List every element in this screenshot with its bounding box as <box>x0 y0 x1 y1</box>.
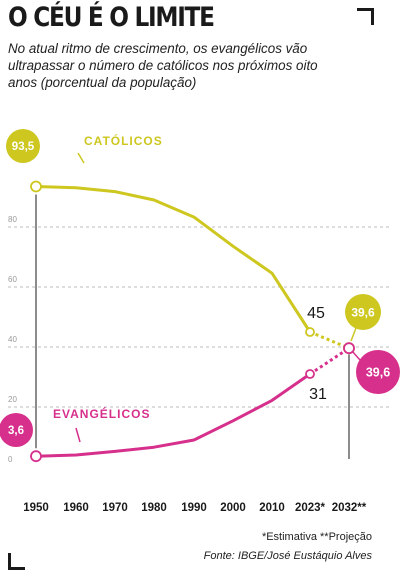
x-tick-label-8: 2032** <box>332 502 367 514</box>
evangelicos-label-first-bubble <box>0 413 33 447</box>
evangelicos-line <box>34 372 312 458</box>
evangelicos-series-name: EVANGÉLICOS <box>53 406 150 421</box>
x-tick-label-3: 1980 <box>141 502 167 514</box>
y-tick-label-80: 80 <box>8 215 17 224</box>
catolicos-label-last: 39,6 <box>351 305 375 319</box>
page-title: O CÉU É O LIMITE <box>8 2 215 33</box>
evangelicos-label-2023: 31 <box>309 386 327 403</box>
y-tick-label-0: 0 <box>8 455 13 464</box>
page-subtitle: No atual ritmo de crescimento, os evangé… <box>8 41 318 90</box>
corner-mark-bottom-left <box>8 553 25 570</box>
evangelicos-label-first: 3,6 <box>8 425 24 437</box>
catolicos-point-1950 <box>30 180 42 193</box>
corner-mark-top-right <box>357 8 374 25</box>
evangelicos-point-2032 <box>343 342 355 355</box>
x-tick-label-4: 1990 <box>181 502 207 514</box>
evangelicos-point-2023 <box>305 369 315 379</box>
y-tick-label-60: 60 <box>8 275 17 284</box>
data-points <box>30 180 355 463</box>
y-tick-label-20: 20 <box>8 395 17 404</box>
x-tick-label-1: 1960 <box>63 502 89 514</box>
x-axis-ticks: 1950 1960 1970 1980 1990 2000 2010 2023* 2032** <box>23 502 367 514</box>
x-tick-label-5: 2000 <box>220 502 246 514</box>
catolicos-label-last-pointer <box>350 327 357 342</box>
catolicos-label-first-bubble <box>6 129 40 163</box>
y-tick-label-40: 40 <box>8 335 17 344</box>
x-tick-label-7: 2023* <box>295 502 326 514</box>
footnote: *Estimativa **Projeção <box>261 531 372 543</box>
catolicos-label-last-bubble <box>345 294 381 330</box>
x-tick-label-2: 1970 <box>102 502 128 514</box>
catolicos-label-2023: 45 <box>307 305 325 322</box>
gridlines <box>8 226 392 408</box>
series-lines <box>34 185 350 458</box>
data-labels: 93,5 3,6 39,6 39,6 45 31 CATÓLICOS EVANGÉLICOS <box>0 129 400 447</box>
evangelicos-label-last: 39,6 <box>366 366 390 380</box>
source-note: Fonte: IBGE/José Eustáquio Alves <box>203 550 372 562</box>
evangelicos-name-pointer <box>75 427 81 443</box>
catolicos-point-2023 <box>305 327 315 337</box>
evangelicos-projection-line <box>309 346 350 376</box>
evangelicos-point-1950 <box>30 450 42 463</box>
y-axis-ticks: 0 20 40 60 80 <box>8 215 17 464</box>
catolicos-series-name: CATÓLICOS <box>84 133 163 148</box>
evangelicos-label-last-bubble <box>356 350 400 394</box>
catolicos-label-first: 93,5 <box>12 141 35 153</box>
catolicos-projection-line <box>309 330 350 350</box>
catolicos-name-pointer <box>77 152 85 164</box>
evangelicos-label-last-pointer <box>351 350 361 361</box>
x-tick-label-0: 1950 <box>23 502 49 514</box>
guide-lines <box>35 194 350 459</box>
x-tick-label-6: 2010 <box>259 502 285 514</box>
catolicos-line <box>34 185 312 334</box>
